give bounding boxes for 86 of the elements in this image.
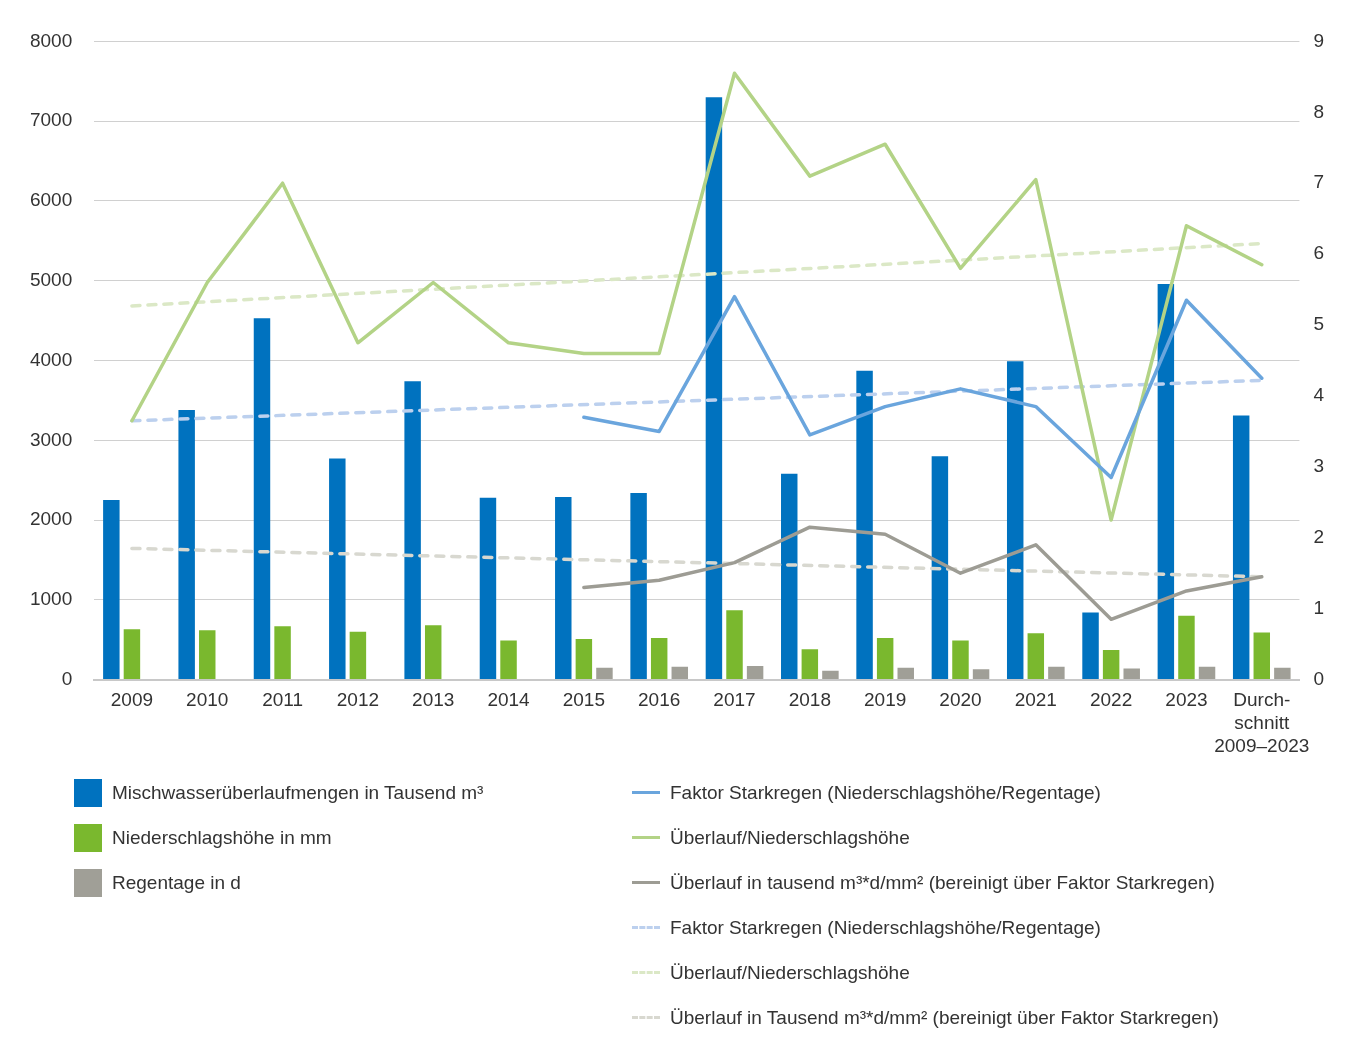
bar [1082, 612, 1099, 680]
legend-label: Überlauf in tausend m³*d/mm² (bereinigt über Faktor Starkregen) [670, 871, 1215, 894]
legend-label: Mischwasserüberlaufmengen in Tausend m³ [112, 781, 484, 804]
y2-tick-label: 5 [1313, 313, 1325, 335]
y2-tick-label: 9 [1313, 29, 1325, 51]
bar [876, 638, 894, 680]
bar [404, 381, 421, 680]
y2-tick-label: 7 [1313, 171, 1325, 193]
y2-tick-label: 0 [1313, 667, 1325, 689]
legend-label: Niederschlagshöhe in mm [112, 826, 332, 849]
legend-label: Überlauf in Tausend m³*d/mm² (bereinigt über Faktor Starkregen) [670, 1006, 1219, 1029]
y2-tick-label: 3 [1313, 455, 1325, 477]
bar [1157, 283, 1175, 680]
bar [1102, 650, 1120, 680]
bar [424, 625, 442, 680]
y-tick-label: 5000 [29, 268, 73, 290]
bar [1178, 615, 1195, 680]
bar [103, 500, 120, 680]
bar [931, 456, 949, 680]
x-tick-label: 2010 [186, 689, 229, 711]
x-tick-label: 2014 [487, 689, 531, 711]
bar [1232, 415, 1250, 680]
y-tick-label: 1000 [29, 588, 73, 610]
y-tick-label: 0 [61, 667, 73, 689]
y-tick-label: 3000 [29, 428, 73, 450]
y-tick-label: 7000 [29, 109, 73, 131]
legend-label: Regentage in d [112, 871, 241, 894]
bar [575, 638, 593, 680]
legend-label: Überlauf/Niederschlagshöhe [670, 961, 910, 984]
bar [1274, 667, 1291, 680]
bar [781, 473, 798, 680]
x-tick-label: 2019 [864, 689, 907, 711]
bar [253, 318, 271, 680]
x-tick-label: 2013 [412, 689, 455, 711]
y-tick-label: 4000 [29, 348, 73, 370]
y2-tick-label: 8 [1313, 100, 1325, 122]
bar [329, 458, 346, 680]
y-tick-label: 8000 [29, 29, 73, 51]
y-tick-label: 2000 [29, 508, 73, 530]
bar [274, 626, 291, 680]
legend-label: Faktor Starkregen (Niederschlagshöhe/Regentage) [670, 781, 1101, 804]
x-tick-label: 2009 [110, 689, 154, 711]
x-tick-label: Durch- schnitt 2009–2023 [1214, 689, 1310, 756]
bar [671, 666, 689, 680]
bar [972, 669, 990, 680]
y2-tick-label: 6 [1313, 242, 1325, 264]
bar [479, 497, 497, 680]
bar [596, 667, 613, 680]
legend-label: Überlauf/Niederschlagshöhe [670, 826, 910, 849]
bar [1253, 632, 1271, 680]
x-tick-label: 2015 [562, 689, 606, 711]
bar [746, 666, 764, 680]
y2-tick-label: 1 [1313, 596, 1325, 618]
bar [630, 492, 647, 680]
x-tick-label: 2020 [939, 689, 982, 711]
bar [500, 640, 517, 680]
bar [555, 496, 572, 680]
y-tick-label: 6000 [29, 189, 73, 211]
bar [1198, 666, 1216, 680]
y2-tick-label: 2 [1313, 526, 1325, 548]
bar [1027, 633, 1045, 680]
bar [199, 630, 216, 680]
legend-label: Faktor Starkregen (Niederschlagshöhe/Regentage) [670, 916, 1101, 939]
x-tick-label: 2016 [638, 689, 681, 711]
x-tick-label: 2018 [788, 689, 831, 711]
x-tick-label: 2022 [1089, 689, 1133, 711]
x-tick-label: 2012 [336, 689, 380, 711]
x-tick-label: 2017 [713, 689, 756, 711]
bar [123, 629, 141, 680]
bar [1123, 668, 1140, 680]
bar [801, 649, 819, 680]
bar [1048, 666, 1065, 680]
bar [705, 97, 723, 680]
x-tick-label: 2021 [1014, 689, 1057, 711]
bar [178, 409, 195, 680]
bar [726, 610, 743, 680]
x-tick-label: 2023 [1165, 689, 1208, 711]
x-tick-label: 2011 [262, 689, 303, 711]
bar [897, 667, 914, 680]
bar [822, 670, 839, 680]
bar [349, 631, 367, 680]
bar [952, 640, 969, 680]
bar [1006, 361, 1024, 680]
y2-tick-label: 4 [1313, 384, 1325, 406]
bar [650, 638, 668, 680]
bar [856, 370, 873, 680]
